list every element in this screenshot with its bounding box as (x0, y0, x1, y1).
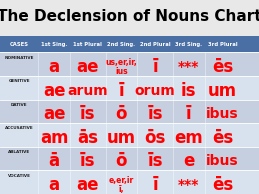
Text: is: is (181, 82, 197, 100)
Bar (0, 36, 259, 52)
Text: īs: īs (80, 152, 96, 170)
Text: ēs: ēs (212, 129, 233, 147)
Text: ī: ī (152, 58, 158, 76)
Text: 1st Plural: 1st Plural (73, 42, 102, 47)
Text: ī: ī (186, 105, 192, 123)
Text: 3rd Plural: 3rd Plural (208, 42, 237, 47)
Text: ae: ae (43, 82, 65, 100)
Text: ēs: ēs (212, 176, 233, 194)
Text: ibus: ibus (206, 107, 239, 121)
Bar (0, 170, 259, 194)
Text: am: am (40, 129, 68, 147)
Text: GENITIVE: GENITIVE (8, 79, 30, 83)
Bar (0, 100, 259, 123)
Text: ae: ae (43, 105, 65, 123)
Text: 3rd Sing.: 3rd Sing. (175, 42, 202, 47)
Text: orum: orum (135, 84, 176, 98)
Text: ī: ī (152, 176, 158, 194)
Text: īs: īs (147, 105, 163, 123)
Text: ōs: ōs (145, 129, 166, 147)
Text: NOMINATIVE: NOMINATIVE (4, 55, 34, 60)
Text: ā: ā (49, 152, 60, 170)
Text: ACCUSATIVE: ACCUSATIVE (5, 126, 34, 130)
Text: īs: īs (147, 152, 163, 170)
Text: um: um (107, 129, 136, 147)
Text: ās: ās (77, 129, 98, 147)
Text: ***: *** (178, 60, 199, 74)
Text: ae: ae (77, 176, 99, 194)
Text: e,er,ir
ī,: e,er,ir ī, (109, 176, 134, 194)
Text: e: e (183, 152, 195, 170)
Bar (0, 123, 259, 147)
Text: ō: ō (116, 152, 127, 170)
Text: 1st Sing.: 1st Sing. (41, 42, 67, 47)
Text: ēs: ēs (212, 58, 233, 76)
Text: CASES: CASES (10, 42, 29, 47)
Text: ae: ae (77, 58, 99, 76)
Text: em: em (174, 129, 203, 147)
Text: ***: *** (178, 178, 199, 192)
Text: a: a (49, 58, 60, 76)
Bar (0, 147, 259, 170)
Text: us,er,ir,
ius: us,er,ir, ius (106, 58, 137, 76)
Text: a: a (49, 176, 60, 194)
Text: DATIVE: DATIVE (11, 103, 27, 107)
Text: 2nd Plural: 2nd Plural (140, 42, 170, 47)
Text: 2nd Sing.: 2nd Sing. (107, 42, 135, 47)
Bar (0, 52, 259, 76)
Bar (0, 76, 259, 100)
Text: ō: ō (116, 105, 127, 123)
Text: ī: ī (119, 82, 124, 100)
Text: ABLATIVE: ABLATIVE (8, 150, 30, 154)
Bar (0, 0, 259, 36)
Text: ibus: ibus (206, 154, 239, 168)
Text: The Declension of Nouns Chart: The Declension of Nouns Chart (0, 9, 259, 24)
Text: um: um (208, 82, 237, 100)
Text: VOCATIVE: VOCATIVE (8, 174, 31, 178)
Text: arum: arum (68, 84, 108, 98)
Text: īs: īs (80, 105, 96, 123)
